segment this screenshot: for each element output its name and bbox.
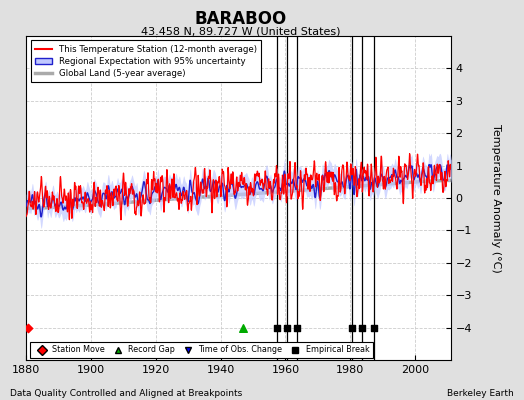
- Text: 43.458 N, 89.727 W (United States): 43.458 N, 89.727 W (United States): [141, 26, 341, 36]
- Text: BARABOO: BARABOO: [195, 10, 287, 28]
- Point: [283, 324, 291, 331]
- Text: Data Quality Controlled and Aligned at Breakpoints: Data Quality Controlled and Aligned at B…: [10, 389, 243, 398]
- Text: Berkeley Earth: Berkeley Earth: [447, 389, 514, 398]
- Point: [357, 324, 366, 331]
- Point: [273, 324, 281, 331]
- Point: [24, 324, 32, 331]
- Point: [347, 324, 356, 331]
- Point: [239, 324, 247, 331]
- Legend: Station Move, Record Gap, Time of Obs. Change, Empirical Break: Station Move, Record Gap, Time of Obs. C…: [30, 342, 373, 358]
- Point: [292, 324, 301, 331]
- Y-axis label: Temperature Anomaly (°C): Temperature Anomaly (°C): [492, 124, 501, 272]
- Point: [370, 324, 379, 331]
